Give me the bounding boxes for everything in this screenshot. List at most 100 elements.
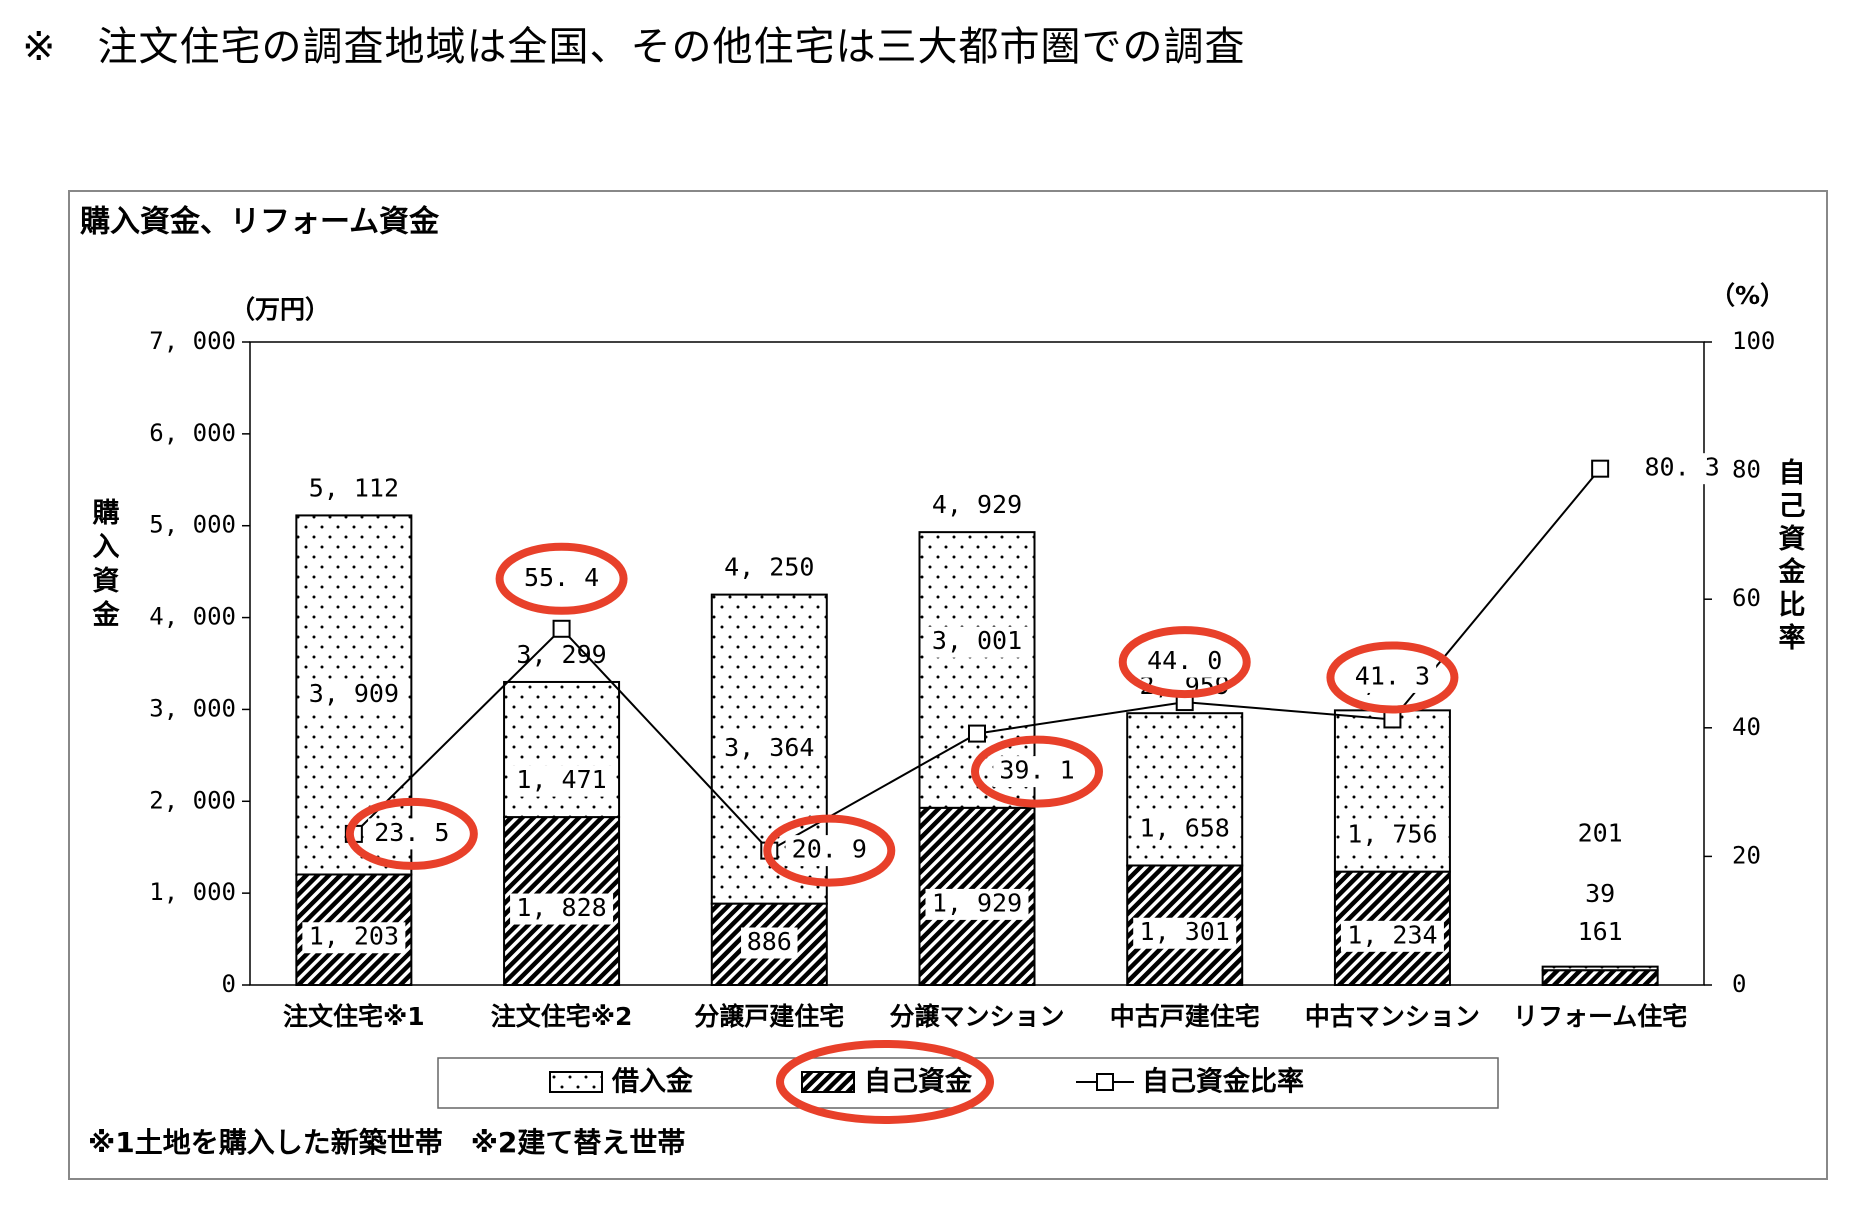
own-label: 1, 203	[309, 922, 399, 951]
ratio-label: 20. 9	[792, 835, 867, 864]
total-label: 5, 112	[309, 473, 399, 502]
highlight-circle	[763, 814, 896, 887]
highlight-circle	[1326, 641, 1459, 714]
left-axis-title-char: 購	[93, 498, 120, 529]
loan-label-bg	[510, 765, 614, 797]
left-axis-title-char: 資	[93, 566, 120, 597]
ratio-marker	[1383, 710, 1402, 729]
chart: 0 1, 000 2, 000 3, 000 4, 000 5, 000 6, 000 7, …	[80, 205, 1807, 1159]
left-tick-label: 0	[222, 970, 236, 998]
loan-label-bg	[302, 679, 406, 711]
right-axis-title-char: 資	[1779, 524, 1806, 555]
ratio-label: 44. 0	[1147, 646, 1222, 675]
loan-label-bg	[1133, 813, 1237, 845]
own-label-bg	[741, 927, 798, 959]
left-tick-label: 3, 000	[149, 694, 236, 722]
legend-label-loan: 借入金	[611, 1066, 694, 1098]
left-axis-title-char: 入	[93, 532, 120, 563]
right-axis-title-char: 自	[1779, 457, 1806, 489]
legend-swatch-ratio-marker	[1096, 1073, 1114, 1091]
own-label: 886	[747, 927, 792, 956]
ratio-label-bg	[1638, 453, 1726, 485]
own-label-bg	[510, 893, 614, 925]
loan-label: 3, 364	[724, 733, 814, 762]
left-axis-title-char: 金	[92, 599, 121, 631]
ratio-marker	[968, 724, 986, 743]
top-note: ※ 注文住宅の調査地域は全国、その他住宅は三大都市圏での調査	[22, 24, 1246, 70]
loan-label-bg	[925, 626, 1029, 658]
own-label-bg	[925, 888, 1029, 920]
ratio-label-bg	[785, 835, 874, 867]
ratio-label-bg	[1348, 661, 1437, 693]
right-axis-title-char: 率	[1779, 622, 1806, 654]
chart-title: 購入資金、リフォーム資金	[80, 205, 440, 240]
category-label: 注文住宅※2	[491, 1002, 633, 1031]
own-label-bg	[1340, 920, 1444, 952]
highlight-circle	[1118, 626, 1251, 699]
total-label: 4, 929	[932, 490, 1022, 519]
left-axis-unit: （万円）	[230, 295, 330, 324]
loan-label: 3, 001	[932, 626, 1022, 655]
right-axis-title-char: 金	[1778, 556, 1807, 588]
legend-label-own: 自己資金	[864, 1066, 973, 1098]
legend-label-ratio: 自己資金比率	[1142, 1066, 1304, 1098]
loan-label-bg	[1340, 820, 1444, 852]
loan-label: 39	[1585, 879, 1615, 908]
own-label: 1, 234	[1347, 920, 1437, 949]
category-label: 分譲マンション	[889, 1002, 1064, 1031]
right-axis-title-char: 比	[1779, 590, 1806, 621]
ratio-label-bg	[993, 756, 1081, 788]
ratio-label-bg	[1140, 646, 1229, 678]
category-label: 中古マンション	[1305, 1002, 1480, 1031]
category-label: リフォーム住宅	[1513, 1002, 1687, 1031]
own-label: 1, 929	[932, 888, 1022, 917]
own-label: 161	[1578, 917, 1623, 946]
legend-swatch-own	[801, 1071, 855, 1093]
ratio-label: 55. 4	[524, 563, 599, 592]
left-tick-label: 7, 000	[149, 327, 236, 355]
highlight-circle	[345, 797, 478, 870]
loan-label-bg	[717, 733, 821, 765]
ratio-label: 39. 1	[999, 756, 1074, 785]
ratio-marker	[552, 619, 571, 638]
footnote: ※1土地を購入した新築世帯 ※2建て替え世帯	[88, 1126, 685, 1159]
chart-frame: 0 1, 000 2, 000 3, 000 4, 000 5, 000 6, 000 7, …	[68, 190, 1828, 1180]
own-label: 1, 301	[1140, 917, 1230, 946]
left-tick-label: 1, 000	[149, 878, 236, 906]
own-label: 1, 828	[516, 893, 606, 922]
ratio-marker	[1591, 459, 1610, 478]
category-label: 中古戸建住宅	[1110, 1002, 1260, 1031]
right-axis-title-char: 己	[1779, 491, 1806, 522]
total-label: 3, 299	[516, 640, 606, 669]
own-label-bg	[302, 922, 406, 954]
left-tick-label: 6, 000	[149, 419, 236, 447]
ratio-label-bg	[517, 563, 606, 595]
highlight-circle	[495, 542, 628, 615]
total-label: 4, 250	[724, 553, 814, 582]
left-tick-label: 4, 000	[149, 603, 236, 631]
category-label: 分譲戸建住宅	[694, 1002, 844, 1031]
legend-swatch-loan	[549, 1071, 603, 1093]
ratio-label: 41. 3	[1355, 661, 1430, 690]
right-tick-label: 100	[1732, 327, 1775, 355]
right-axis-unit: （%）	[1710, 281, 1785, 310]
right-tick-label: 20	[1732, 841, 1761, 869]
left-tick-label: 2, 000	[149, 786, 236, 814]
right-tick-label: 40	[1732, 713, 1761, 741]
ratio-label: 23. 5	[374, 818, 449, 847]
loan-label: 1, 471	[516, 765, 606, 794]
left-tick-label: 5, 000	[149, 511, 236, 539]
ratio-label-bg	[368, 818, 456, 850]
loan-label: 1, 658	[1140, 813, 1230, 842]
highlight-circle	[971, 735, 1103, 808]
ratio-label: 80. 3	[1645, 453, 1720, 482]
own-label-bg	[1133, 917, 1237, 949]
category-label: 注文住宅※1	[283, 1002, 425, 1031]
total-label: 201	[1578, 819, 1623, 848]
right-tick-label: 80	[1732, 456, 1761, 484]
right-tick-label: 0	[1732, 970, 1746, 998]
loan-label: 3, 909	[309, 679, 399, 708]
bar-loan	[1541, 965, 1659, 972]
loan-label: 1, 756	[1347, 820, 1437, 849]
bar-loan	[503, 680, 621, 819]
